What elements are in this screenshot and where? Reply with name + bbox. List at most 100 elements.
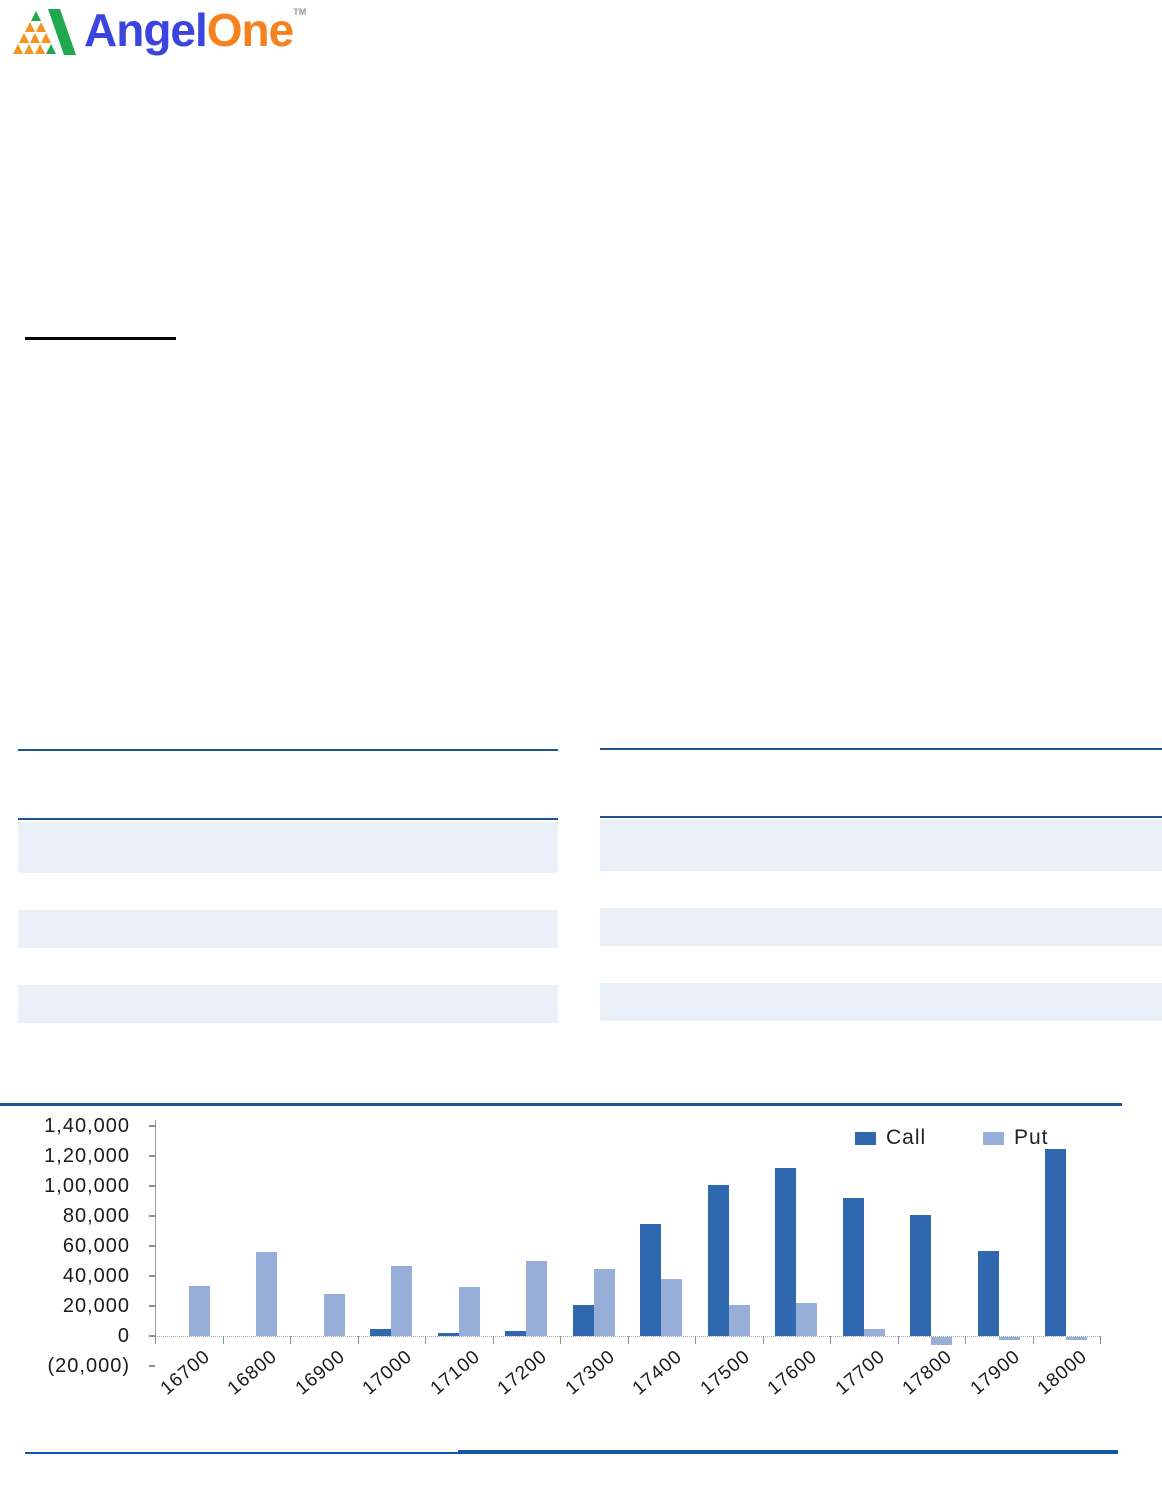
x-axis-label-17800: 17800 xyxy=(898,1346,957,1400)
y-axis-tick-label: 1,20,000 xyxy=(44,1145,130,1167)
bar-call-17600 xyxy=(775,1168,797,1336)
right-table-top-rule xyxy=(600,748,1162,750)
legend-label-call: Call xyxy=(886,1126,927,1149)
y-axis-tick-label: 60,000 xyxy=(62,1235,130,1257)
y-axis-tick xyxy=(149,1275,155,1277)
x-axis-tick xyxy=(222,1336,224,1344)
bar-put-16700 xyxy=(188,1285,210,1336)
bar-call-17000 xyxy=(370,1329,392,1336)
bar-call-17400 xyxy=(640,1223,662,1336)
bar-put-17000 xyxy=(391,1265,413,1336)
y-axis-tick xyxy=(149,1155,155,1157)
x-axis-tick xyxy=(425,1336,426,1344)
legend-swatch-put xyxy=(983,1131,1004,1145)
legend-label-put: Put xyxy=(1014,1126,1049,1149)
x-axis-label-17900: 17900 xyxy=(966,1346,1025,1400)
right-table-row-band-1 xyxy=(600,820,1162,871)
x-axis-tick xyxy=(897,1336,899,1344)
y-axis-tick-label: 20,000 xyxy=(62,1295,130,1317)
x-axis-label-16800: 16800 xyxy=(223,1346,282,1400)
x-axis-tick xyxy=(492,1336,494,1344)
bar-put-16900 xyxy=(323,1294,345,1336)
logo-text-angel: Angel xyxy=(84,4,208,56)
y-axis-tick xyxy=(149,1305,155,1307)
x-axis-label-17000: 17000 xyxy=(358,1346,417,1400)
bar-put-17600 xyxy=(796,1303,818,1336)
bar-put-17800 xyxy=(931,1337,953,1345)
y-axis-tick xyxy=(149,1245,155,1247)
x-axis-tick xyxy=(695,1336,696,1344)
x-axis-label-17100: 17100 xyxy=(426,1346,485,1400)
x-axis-tick xyxy=(1100,1336,1101,1344)
x-axis-label-17600: 17600 xyxy=(763,1346,822,1400)
bar-call-17900 xyxy=(977,1250,999,1336)
left-table-row-band-3 xyxy=(18,985,558,1023)
y-axis-tick xyxy=(149,1335,155,1337)
x-axis-label-17700: 17700 xyxy=(831,1346,890,1400)
logo-wordmark: AngelOneTM xyxy=(84,2,306,58)
y-axis-tick-label: 1,40,000 xyxy=(44,1115,130,1137)
bar-put-17100 xyxy=(458,1287,480,1336)
x-axis-label-17200: 17200 xyxy=(493,1346,552,1400)
heading-underline xyxy=(25,337,176,340)
x-axis-label-18000: 18000 xyxy=(1033,1346,1092,1400)
bar-call-18000 xyxy=(1045,1149,1067,1336)
right-table-header-rule xyxy=(600,816,1162,818)
bar-put-17200 xyxy=(526,1261,548,1336)
bar-call-17800 xyxy=(910,1214,932,1336)
right-table-row-band-2 xyxy=(600,908,1162,946)
x-axis-label-16900: 16900 xyxy=(291,1346,350,1400)
bar-call-17100 xyxy=(437,1333,459,1336)
x-axis-tick xyxy=(762,1336,764,1344)
bar-put-16800 xyxy=(256,1252,278,1336)
bar-call-17700 xyxy=(842,1198,864,1336)
x-axis-tick xyxy=(627,1336,629,1344)
y-axis-tick xyxy=(149,1365,155,1367)
chart-section-top-rule xyxy=(0,1103,1122,1106)
right-table-row-band-3 xyxy=(600,983,1162,1021)
y-axis-tick xyxy=(149,1125,155,1127)
x-axis-label-17400: 17400 xyxy=(628,1346,687,1400)
y-axis-line xyxy=(155,1120,156,1344)
x-axis-tick xyxy=(1032,1336,1034,1344)
x-axis-tick xyxy=(357,1336,359,1344)
legend-item-put: Put xyxy=(983,1126,1049,1150)
y-axis-tick-label: 80,000 xyxy=(62,1205,130,1227)
bar-put-17500 xyxy=(728,1304,750,1336)
bar-put-18000 xyxy=(1066,1337,1088,1340)
footer-rule-left xyxy=(25,1452,462,1454)
y-axis-tick xyxy=(149,1185,155,1187)
x-axis-tick xyxy=(155,1336,156,1344)
x-axis-tick xyxy=(560,1336,561,1344)
angelone-triangle-icon xyxy=(13,9,76,55)
x-axis-label-17300: 17300 xyxy=(561,1346,620,1400)
x-axis-label-16700: 16700 xyxy=(156,1346,215,1400)
angelone-logo: AngelOneTM xyxy=(10,2,306,60)
x-axis-tick xyxy=(290,1336,291,1344)
y-axis-tick-label: 40,000 xyxy=(62,1265,130,1287)
y-axis-tick xyxy=(149,1215,155,1217)
logo-text-one: One xyxy=(206,4,294,56)
y-axis-tick-label: 0 xyxy=(117,1325,130,1347)
bar-call-17500 xyxy=(707,1184,729,1336)
left-table-row-band-2 xyxy=(18,910,558,948)
bar-put-17700 xyxy=(863,1329,885,1336)
bar-call-17300 xyxy=(572,1305,594,1336)
bar-put-17400 xyxy=(661,1279,683,1336)
call-put-open-interest-chart: (20,000) 0 20,000 40,000 60,000 80,000 1,00,00… xyxy=(0,1110,1162,1440)
y-axis-tick-label: (20,000) xyxy=(47,1355,130,1377)
y-axis-tick-label: 1,00,000 xyxy=(44,1175,130,1197)
legend-swatch-call xyxy=(855,1131,876,1145)
left-table-header-rule xyxy=(18,818,558,820)
bar-put-17900 xyxy=(998,1337,1020,1340)
x-axis-tick xyxy=(965,1336,966,1344)
bar-call-17200 xyxy=(505,1330,527,1336)
logo-tm-mark: TM xyxy=(293,7,307,17)
legend-item-call: Call xyxy=(855,1126,926,1150)
x-axis-tick xyxy=(830,1336,831,1344)
footer-rule-right xyxy=(458,1450,1118,1454)
left-table-top-rule xyxy=(18,749,558,751)
left-table-row-band-1 xyxy=(18,822,558,873)
x-axis-label-17500: 17500 xyxy=(696,1346,755,1400)
